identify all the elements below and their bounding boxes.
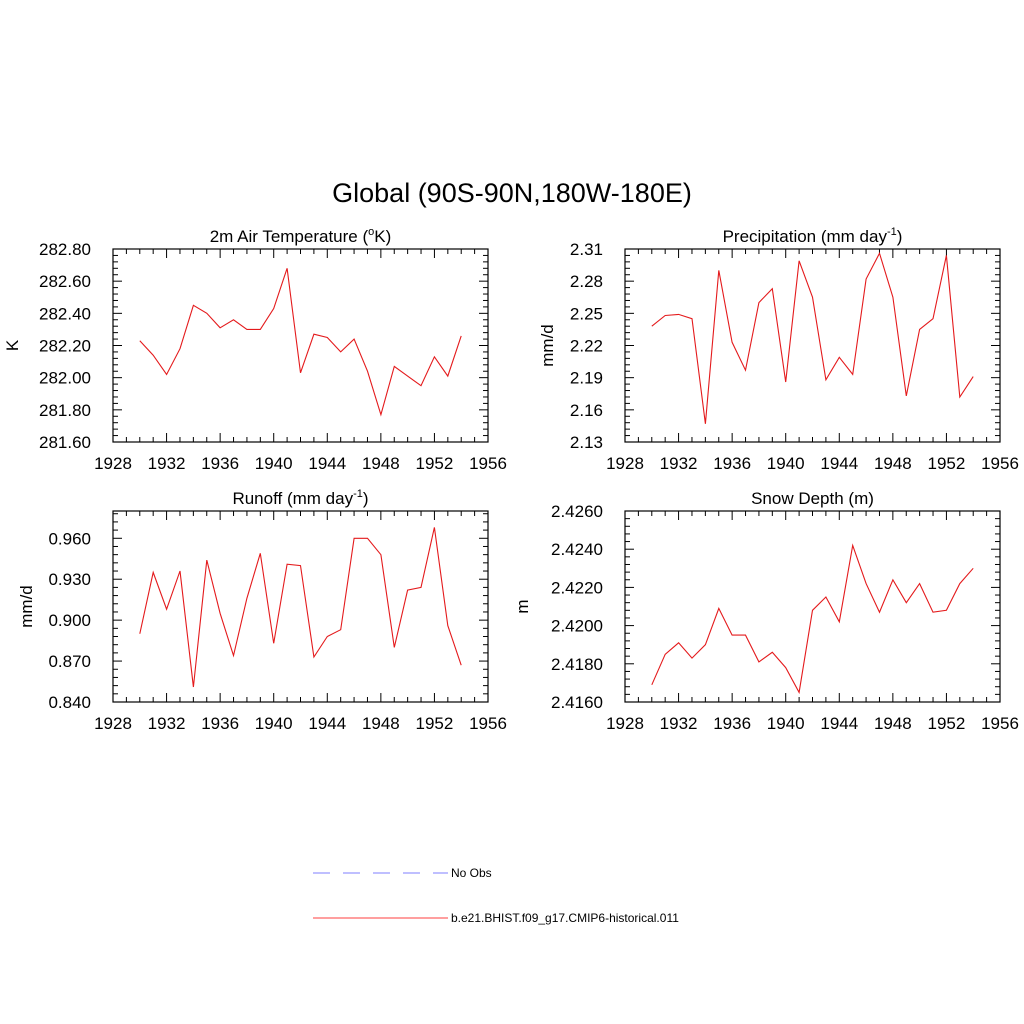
x-tick-label: 1936 xyxy=(201,714,239,733)
y-tick-label: 2.16 xyxy=(570,401,603,420)
y-tick-label: 0.900 xyxy=(48,611,91,630)
x-tick-label: 1952 xyxy=(416,714,454,733)
x-tick-label: 1928 xyxy=(94,454,132,473)
panel-title: 2m Air Temperature (oK) xyxy=(210,226,392,246)
y-tick-label: 282.00 xyxy=(39,369,91,388)
y-axis-label: K xyxy=(3,339,22,351)
series-line xyxy=(651,251,974,424)
y-tick-label: 2.25 xyxy=(570,304,603,323)
y-tick-label: 2.4200 xyxy=(551,617,603,636)
x-tick-label: 1948 xyxy=(362,714,400,733)
x-tick-label: 1956 xyxy=(981,454,1019,473)
x-tick-label: 1940 xyxy=(767,454,805,473)
y-tick-label: 2.31 xyxy=(570,240,603,259)
x-tick-label: 1956 xyxy=(469,454,507,473)
x-tick-label: 1944 xyxy=(308,454,346,473)
series-line xyxy=(139,527,462,688)
y-tick-label: 2.28 xyxy=(570,272,603,291)
x-tick-label: 1940 xyxy=(255,714,293,733)
x-tick-label: 1944 xyxy=(820,454,858,473)
x-tick-label: 1948 xyxy=(874,714,912,733)
x-tick-label: 1944 xyxy=(308,714,346,733)
y-axis-label: mm/d xyxy=(17,585,36,628)
x-tick-label: 1952 xyxy=(928,714,966,733)
y-tick-label: 2.4260 xyxy=(551,502,603,521)
y-tick-label: 0.960 xyxy=(48,529,91,548)
y-tick-label: 282.80 xyxy=(39,240,91,259)
y-axis-label: m xyxy=(513,599,532,613)
x-tick-label: 1944 xyxy=(820,714,858,733)
x-tick-label: 1932 xyxy=(148,454,186,473)
x-tick-label: 1940 xyxy=(255,454,293,473)
legend-label: b.e21.BHIST.f09_g17.CMIP6-historical.011 xyxy=(451,911,679,925)
x-tick-label: 1940 xyxy=(767,714,805,733)
y-tick-label: 281.60 xyxy=(39,433,91,452)
x-tick-label: 1936 xyxy=(201,454,239,473)
plot-frame xyxy=(112,248,489,443)
legend: No Obs b.e21.BHIST.f09_g17.CMIP6-historic… xyxy=(313,866,679,925)
x-tick-label: 1928 xyxy=(606,454,644,473)
y-tick-label: 2.4240 xyxy=(551,540,603,559)
x-tick-label: 1956 xyxy=(981,714,1019,733)
x-tick-label: 1928 xyxy=(606,714,644,733)
panel-1: 1928 1932 1936 1940 1944 1948 1952 1956 281.60 28… xyxy=(3,226,507,473)
x-tick-label: 1932 xyxy=(660,454,698,473)
panel-4: 1928 1932 1936 1940 1944 1948 1952 1956 2.4160 2.… xyxy=(513,489,1019,733)
y-tick-label: 2.13 xyxy=(570,433,603,452)
x-tick-label: 1956 xyxy=(469,714,507,733)
y-tick-label: 281.80 xyxy=(39,401,91,420)
plot-frame xyxy=(624,510,1001,703)
x-tick-label: 1948 xyxy=(362,454,400,473)
x-tick-label: 1948 xyxy=(874,454,912,473)
y-tick-label: 0.870 xyxy=(48,652,91,671)
y-tick-label: 282.20 xyxy=(39,337,91,356)
y-tick-label: 2.22 xyxy=(570,337,603,356)
x-tick-label: 1932 xyxy=(148,714,186,733)
x-tick-label: 1932 xyxy=(660,714,698,733)
x-tick-label: 1952 xyxy=(416,454,454,473)
y-tick-label: 2.4220 xyxy=(551,578,603,597)
panels: 1928 1932 1936 1940 1944 1948 1952 1956 281.60 28… xyxy=(3,226,1019,733)
legend-label: No Obs xyxy=(451,866,492,880)
plot-frame xyxy=(624,248,1001,443)
panel-title: Runoff (mm day-1) xyxy=(232,488,368,508)
y-tick-label: 282.60 xyxy=(39,272,91,291)
y-tick-label: 0.840 xyxy=(48,693,91,712)
y-tick-label: 2.4180 xyxy=(551,655,603,674)
x-tick-label: 1936 xyxy=(713,714,751,733)
y-tick-label: 2.4160 xyxy=(551,693,603,712)
y-tick-label: 282.40 xyxy=(39,304,91,323)
series-line xyxy=(651,543,974,695)
panel-3: 1928 1932 1936 1940 1944 1948 1952 1956 0.840 0.8… xyxy=(17,488,507,733)
y-axis-label: mm/d xyxy=(538,324,557,367)
panel-title: Snow Depth (m) xyxy=(751,489,874,508)
x-tick-label: 1952 xyxy=(928,454,966,473)
y-tick-label: 2.19 xyxy=(570,369,603,388)
y-tick-label: 0.930 xyxy=(48,570,91,589)
panel-2: 1928 1932 1936 1940 1944 1948 1952 1956 2.13 2.16… xyxy=(538,226,1019,473)
panel-title: Precipitation (mm day-1) xyxy=(723,226,903,246)
main-title: Global (90S-90N,180W-180E) xyxy=(332,178,692,208)
x-tick-label: 1936 xyxy=(713,454,751,473)
x-tick-label: 1928 xyxy=(94,714,132,733)
series-line xyxy=(139,268,462,417)
